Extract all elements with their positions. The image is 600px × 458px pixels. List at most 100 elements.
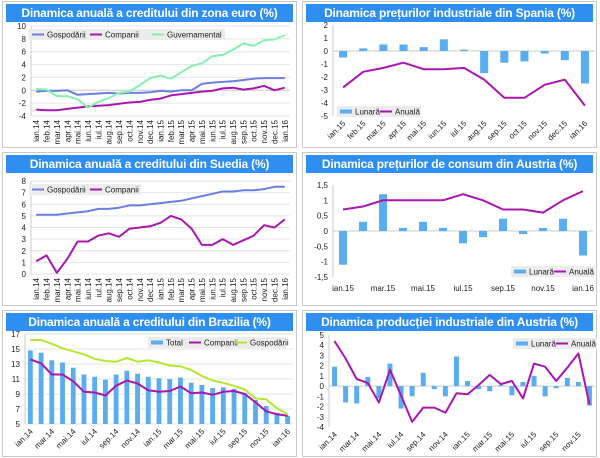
legend-label: Total: [166, 339, 183, 348]
bar: [539, 227, 547, 231]
x-tick-label: sep.14: [115, 119, 124, 144]
bar: [542, 386, 548, 397]
x-tick-label: ian.15: [157, 119, 166, 141]
y-tick-label: 6: [22, 200, 27, 209]
x-tick-label: oct.15: [507, 119, 529, 141]
y-tick-label: 2: [22, 73, 27, 82]
x-tick-label: sep.15: [485, 119, 509, 143]
y-tick-label: -1: [321, 258, 329, 267]
x-tick-label: feb.15: [167, 277, 176, 300]
x-tick-label: dec.15: [546, 119, 570, 143]
legend-box: [29, 184, 141, 195]
bar: [431, 386, 437, 390]
x-tick-label: oct.14: [125, 119, 134, 141]
series-line: [36, 34, 286, 109]
legend-label: Anuală: [571, 340, 596, 349]
bar: [339, 51, 348, 58]
x-tick-label: iun.15: [426, 119, 448, 141]
y-tick-label: -2: [19, 99, 27, 108]
chart-title: Dinamica prețurilor de consum din Austri…: [306, 155, 593, 173]
legend-label: Companii: [105, 31, 139, 40]
y-tick-label: 0: [324, 227, 329, 236]
bar: [465, 381, 471, 387]
y-tick-label: 5: [320, 331, 325, 340]
y-tick-label: 0: [22, 86, 27, 95]
x-tick-label: mar.15: [177, 119, 186, 144]
y-tick-label: 8: [22, 35, 27, 44]
y-tick-label: 1: [320, 372, 325, 381]
y-tick-label: 3: [320, 351, 325, 360]
x-tick-label: apr.14: [63, 119, 72, 142]
x-tick-label: iul.14: [94, 277, 103, 297]
bar: [399, 227, 407, 231]
bar: [124, 370, 130, 424]
x-tick-label: ian.16: [572, 284, 594, 293]
y-tick-label: 2: [324, 21, 329, 30]
y-tick-label: 0,5: [317, 212, 329, 221]
bar: [339, 231, 347, 265]
x-tick-label: nov.14: [136, 119, 145, 143]
bar: [387, 363, 393, 387]
legend-label: Lunară: [355, 108, 380, 117]
bar: [220, 387, 226, 424]
x-tick-label: aug.14: [105, 277, 114, 302]
x-tick-label: nov.14: [427, 430, 450, 453]
bar: [498, 385, 504, 387]
legend-label: Gospodării: [250, 339, 289, 348]
x-tick-label: feb.14: [43, 277, 52, 300]
y-tick-label: 15: [11, 345, 20, 354]
x-tick-label: nov.15: [526, 119, 549, 142]
chart-svg: -1,5 -1 -0,5 0 0,5 1 1,5 ian.15 mar.15 mai.15 iul.…: [314, 181, 595, 293]
bar: [354, 386, 360, 404]
x-tick-label: mai.14: [360, 430, 384, 454]
bar: [480, 51, 489, 74]
x-tick-label: ian.14: [13, 427, 35, 449]
x-tick-label: iul.15: [519, 430, 539, 450]
x-tick-label: iul.15: [219, 277, 228, 297]
bar: [509, 386, 515, 396]
y-tick-label: -2: [321, 73, 329, 82]
y-tick-label: 0: [320, 382, 325, 391]
series-line: [30, 358, 288, 417]
y-tick-label: 1: [324, 34, 329, 43]
x-tick-label: mai.15: [198, 119, 207, 144]
x-tick-label: ian.15: [450, 430, 472, 452]
x-tick-label: mar.15: [177, 277, 186, 302]
x-tick-label: ian.16: [281, 277, 290, 299]
y-tick-label: 1,5: [317, 181, 329, 190]
chart-euro-credit: Dinamica anuală a creditului din zona eu…: [2, 1, 297, 148]
bar: [145, 376, 151, 424]
x-tick-label: iul.14: [94, 119, 103, 139]
bar: [70, 367, 76, 424]
chart-austria-industrial-production: Dinamica producției industriale din Aust…: [302, 310, 597, 457]
chart-title: Dinamica anuală a creditului din Brazili…: [6, 313, 293, 331]
y-tick-label: 11: [12, 375, 21, 384]
x-tick-label: nov.14: [119, 427, 142, 450]
bar: [242, 393, 248, 424]
series-line: [36, 185, 285, 216]
bar: [499, 218, 507, 231]
y-tick-label: 4: [22, 61, 27, 70]
y-tick-label: -1: [317, 392, 325, 401]
bar: [439, 39, 448, 51]
bar: [476, 386, 482, 390]
x-tick-label: ian.15: [332, 284, 354, 293]
bar: [263, 406, 269, 424]
x-tick-label: sep.14: [115, 277, 124, 302]
bar: [399, 44, 408, 51]
y-tick-label: -3: [317, 413, 325, 422]
legend-label: Companii: [204, 339, 238, 348]
bar: [27, 350, 33, 424]
x-tick-label: iun.15: [208, 277, 217, 299]
bar: [102, 379, 108, 424]
bar: [343, 386, 349, 403]
chart-spain-industrial-prices: Dinamica prețurilor industriale din Span…: [302, 1, 597, 148]
bar: [487, 386, 493, 392]
x-tick-label: iun.15: [208, 119, 217, 141]
bar: [38, 352, 44, 424]
bar: [81, 374, 87, 424]
x-tick-label: ian.15: [326, 119, 348, 141]
series-line: [342, 61, 586, 107]
x-tick-label: sep.15: [491, 284, 516, 293]
y-tick-label: 17: [11, 330, 20, 339]
